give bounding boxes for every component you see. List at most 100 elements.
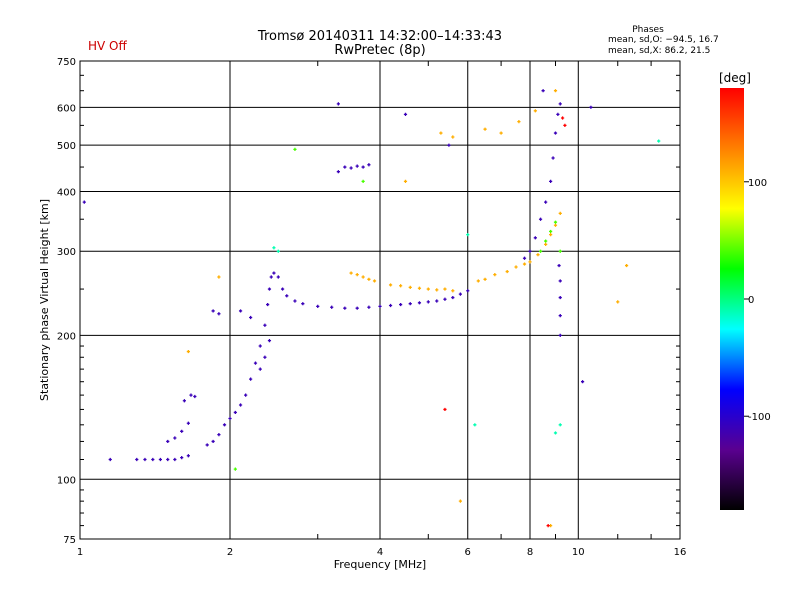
data-point xyxy=(499,131,503,135)
data-point xyxy=(522,256,527,260)
data-point xyxy=(244,393,248,397)
data-point xyxy=(417,301,422,305)
data-point xyxy=(553,431,558,435)
data-point xyxy=(522,262,527,266)
data-point xyxy=(388,303,393,308)
phases-o-stats: mean, sd,O: −94.5, 16.7 xyxy=(608,35,719,45)
data-point xyxy=(355,273,359,277)
data-point xyxy=(536,253,540,257)
data-point xyxy=(276,275,280,279)
data-point xyxy=(330,305,334,309)
data-point xyxy=(258,367,262,371)
data-point xyxy=(528,249,532,253)
data-point xyxy=(316,304,320,308)
data-point xyxy=(217,312,221,316)
data-point xyxy=(82,200,86,204)
data-point xyxy=(193,394,197,399)
data-point xyxy=(538,217,543,221)
data-point xyxy=(546,524,550,528)
colorbar-ticks: 100 0 -100 xyxy=(744,178,771,423)
data-point xyxy=(443,297,447,301)
data-point xyxy=(238,403,243,407)
data-point xyxy=(180,429,184,433)
x-tick-label: 10 xyxy=(572,547,585,558)
data-point xyxy=(458,292,463,296)
data-point xyxy=(189,393,193,397)
data-point xyxy=(466,289,470,293)
data-point xyxy=(267,339,272,343)
data-point xyxy=(399,302,403,307)
data-point xyxy=(557,263,561,268)
x-tick-label: 6 xyxy=(465,547,471,558)
data-point xyxy=(443,407,447,412)
data-point xyxy=(388,283,393,287)
data-point xyxy=(180,456,184,460)
y-tick-label: 100 xyxy=(57,475,76,486)
data-point xyxy=(349,166,353,170)
colorbar-unit-label: [deg] xyxy=(719,71,751,85)
data-point xyxy=(451,295,455,300)
data-point xyxy=(443,287,447,291)
data-point xyxy=(558,211,562,215)
data-point xyxy=(166,439,170,444)
data-point xyxy=(217,275,221,279)
data-point xyxy=(266,302,270,307)
data-point xyxy=(349,271,353,275)
data-point xyxy=(173,457,177,462)
x-tick-label: 4 xyxy=(377,547,383,558)
chart-title: Tromsø 20140311 14:32:00–14:33:43 xyxy=(257,29,502,44)
data-point xyxy=(143,457,147,462)
data-point xyxy=(558,279,562,283)
data-point xyxy=(483,127,487,131)
data-point xyxy=(343,165,347,169)
data-point xyxy=(505,269,509,274)
data-point xyxy=(222,423,227,427)
y-tick-label: 400 xyxy=(57,187,76,198)
y-axis-ticks: 75 100 200 300 400 500 600 750 xyxy=(57,57,680,546)
data-point xyxy=(151,457,155,462)
data-point xyxy=(228,416,232,421)
data-point xyxy=(549,229,553,234)
data-point xyxy=(263,323,267,327)
data-point xyxy=(301,302,305,306)
data-point xyxy=(293,147,297,151)
data-point xyxy=(249,377,253,381)
data-point xyxy=(399,284,403,288)
data-point xyxy=(367,305,371,309)
data-point xyxy=(624,263,629,268)
data-point xyxy=(483,277,487,281)
x-axis-label: Frequency [MHz] xyxy=(334,558,426,571)
data-point xyxy=(135,457,139,462)
plot-frame xyxy=(79,60,681,540)
data-point xyxy=(544,239,548,243)
colorbar-tick-label: 0 xyxy=(748,295,754,306)
data-point xyxy=(580,380,585,384)
data-point xyxy=(173,436,177,440)
data-point xyxy=(403,179,408,183)
data-point xyxy=(238,309,243,313)
colorbar-tick-label: -100 xyxy=(748,412,771,423)
data-point xyxy=(408,285,412,290)
phases-x-stats: mean, sd,X: 86.2, 21.5 xyxy=(608,46,710,56)
data-point xyxy=(544,242,548,247)
data-point xyxy=(355,306,359,310)
data-point xyxy=(272,246,276,250)
data-point xyxy=(408,302,412,306)
chart-subtitle: RwPretec (8p) xyxy=(334,43,425,58)
data-point xyxy=(258,344,262,348)
data-point xyxy=(269,275,273,279)
y-tick-label: 75 xyxy=(63,535,76,546)
data-point xyxy=(533,109,537,113)
data-point xyxy=(556,112,560,116)
data-point xyxy=(517,120,521,124)
data-point xyxy=(372,279,377,283)
data-point xyxy=(476,279,480,283)
x-tick-label: 16 xyxy=(674,547,687,558)
data-points xyxy=(82,89,661,528)
data-point xyxy=(272,271,276,275)
x-axis-ticks: 1 2 4 6 8 10 16 xyxy=(77,61,687,558)
data-point xyxy=(439,131,443,135)
data-point xyxy=(616,300,620,304)
data-point xyxy=(451,135,455,139)
data-point xyxy=(211,309,215,313)
